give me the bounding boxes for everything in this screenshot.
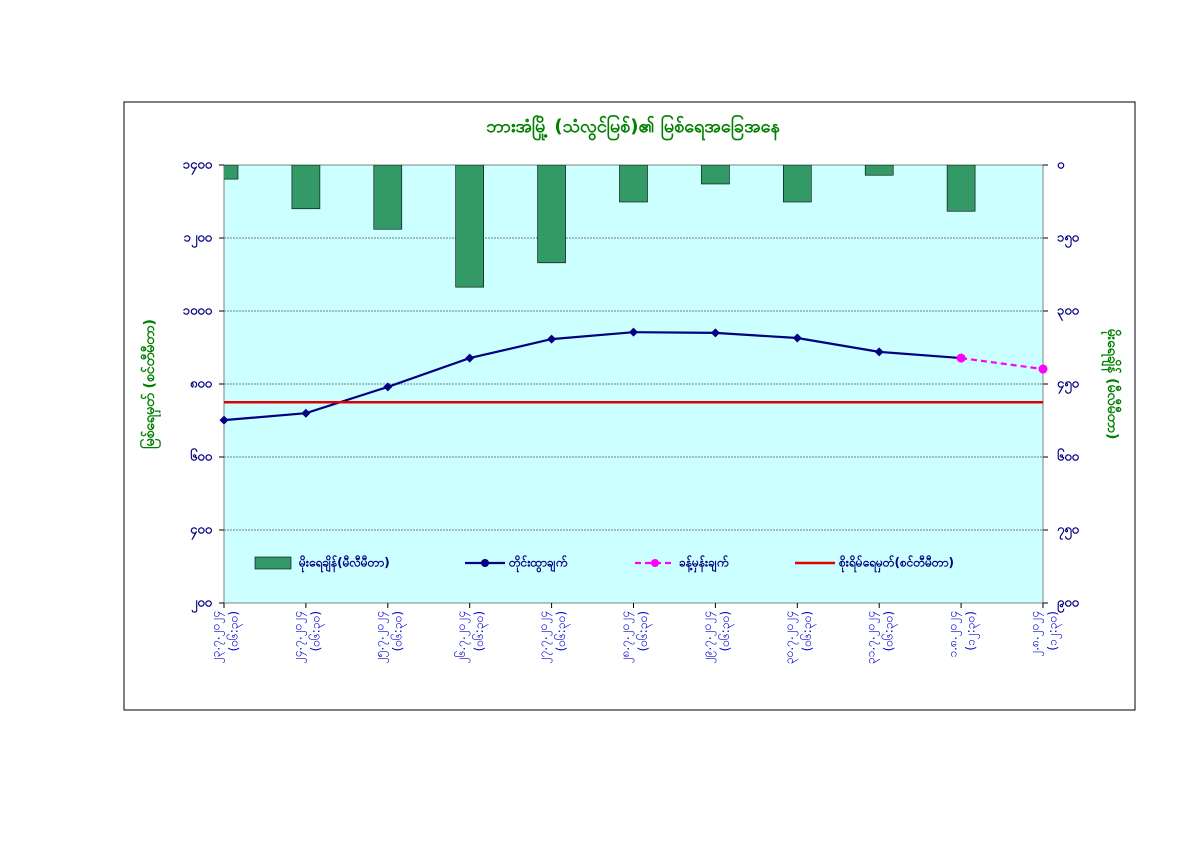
bar	[537, 165, 566, 264]
x-tick-label: ၃၀.၇.၂၀၂၄	[782, 611, 799, 664]
x-tick-label: ၁.၈.၂၀၂၄	[946, 611, 963, 658]
x-tick-label: (၀၆:၃၀)	[717, 611, 735, 651]
x-tick-label: ၂၃.၇.၂၀၂၄	[209, 611, 226, 663]
series-line	[960, 356, 1044, 371]
x-tick-label: ၂၄.၇.၂၀၂၄	[290, 611, 307, 663]
x-tick-label: ၂၆.၇.၂၀၂၄	[453, 611, 471, 663]
x-tick-label: (၀၆:၃၀)	[799, 611, 817, 651]
y-tick-label: ၈၀၀	[190, 377, 213, 392]
legend-label: စိုးရိမ်ရေမှတ်(စင်တီမီတာ)	[838, 554, 954, 574]
y-tick-label: ၁၀၀၀	[183, 304, 213, 319]
point	[1038, 364, 1048, 374]
legend-swatch	[254, 556, 292, 570]
x-tick-label: ၂၈.၇.၂၀၂၄	[618, 611, 635, 663]
x-tick-label: (၀၆:၃၀)	[881, 611, 899, 651]
x-tick-label: (၁၂:၃၀)	[964, 611, 981, 651]
point	[465, 353, 475, 363]
point	[956, 353, 966, 363]
bar	[864, 165, 894, 176]
y-tick-label: ၁၄၀၀	[183, 158, 213, 176]
y-tick-label: ၆၀၀	[190, 448, 213, 465]
bar	[291, 165, 321, 210]
series-line	[223, 331, 962, 422]
point	[629, 327, 638, 337]
y-tick-label: ၄၀၀	[190, 523, 213, 541]
y-axis-label: မြစ်ရေမှတ် (စင်တီမီတာ)	[140, 319, 161, 449]
legend-marker	[651, 559, 659, 567]
bar	[701, 165, 730, 185]
bar	[455, 165, 485, 288]
y-tick-label: ၁၂၀၀	[184, 231, 213, 249]
legend-marker	[481, 559, 489, 567]
point	[792, 333, 802, 343]
bar	[946, 165, 976, 212]
bar	[782, 165, 812, 203]
bar	[619, 165, 648, 203]
legend-label: တိုင်းထွာချက်	[508, 554, 568, 574]
y2-tick-label: ၉၀၀	[1057, 596, 1080, 614]
bar	[373, 165, 403, 230]
x-tick-label: (၁၂:၃၀)	[1046, 611, 1063, 651]
x-tick-label: (၀၆:၃၀)	[635, 611, 653, 651]
x-tick-label: (၀၆:၃၀)	[389, 611, 407, 651]
y2-tick-label: ၁၅၀	[1057, 231, 1080, 249]
point	[874, 347, 884, 357]
x-tick-label: (၀၆:၃၀)	[307, 611, 325, 651]
chart-title: ဘားအံမြို့ (သံလွင်မြစ်)၏ မြစ်ရေအခြေအနေ	[486, 114, 780, 141]
x-tick-label: ၂၅.၇.၂၀၂၄	[372, 611, 389, 663]
point	[219, 415, 229, 425]
y2-axis-label: မိုးရေချိန် (မီလီမီတာ)	[1101, 329, 1121, 440]
x-tick-label: ၂၉.၇.၂၀၂၄	[700, 611, 717, 663]
y2-tick-label: ၄၅၀	[1057, 377, 1080, 395]
x-tick-label: (၀၆:၃၀)	[471, 611, 489, 651]
y-tick-label: ၂၀၀	[191, 596, 213, 614]
y2-tick-label: ၀	[1057, 158, 1065, 173]
x-tick-label: ၂၇.၇.၂၀၂၄	[536, 611, 553, 663]
x-tick-label: ၃၁.၇.၂၀၂၄	[864, 611, 881, 664]
legend-label: မိုးရေချိန်(မီလီမီတာ)	[298, 554, 390, 574]
point	[383, 382, 393, 392]
legend-label: ခန့်မှန်းချက်	[679, 554, 729, 574]
x-tick-label: ၂.၈.၂၀၂၄	[1028, 611, 1045, 657]
y2-tick-label: ၇၅၀	[1057, 523, 1080, 541]
point	[301, 408, 311, 418]
x-tick-label: (၀၆:၃၀)	[553, 611, 571, 651]
point	[547, 334, 557, 344]
bar	[224, 165, 239, 180]
y2-tick-label: ၃၀၀	[1057, 304, 1080, 322]
point	[710, 328, 720, 338]
x-tick-label: (၀၆:၃၀)	[226, 611, 244, 651]
y2-tick-label: ၆၀၀	[1057, 448, 1080, 465]
